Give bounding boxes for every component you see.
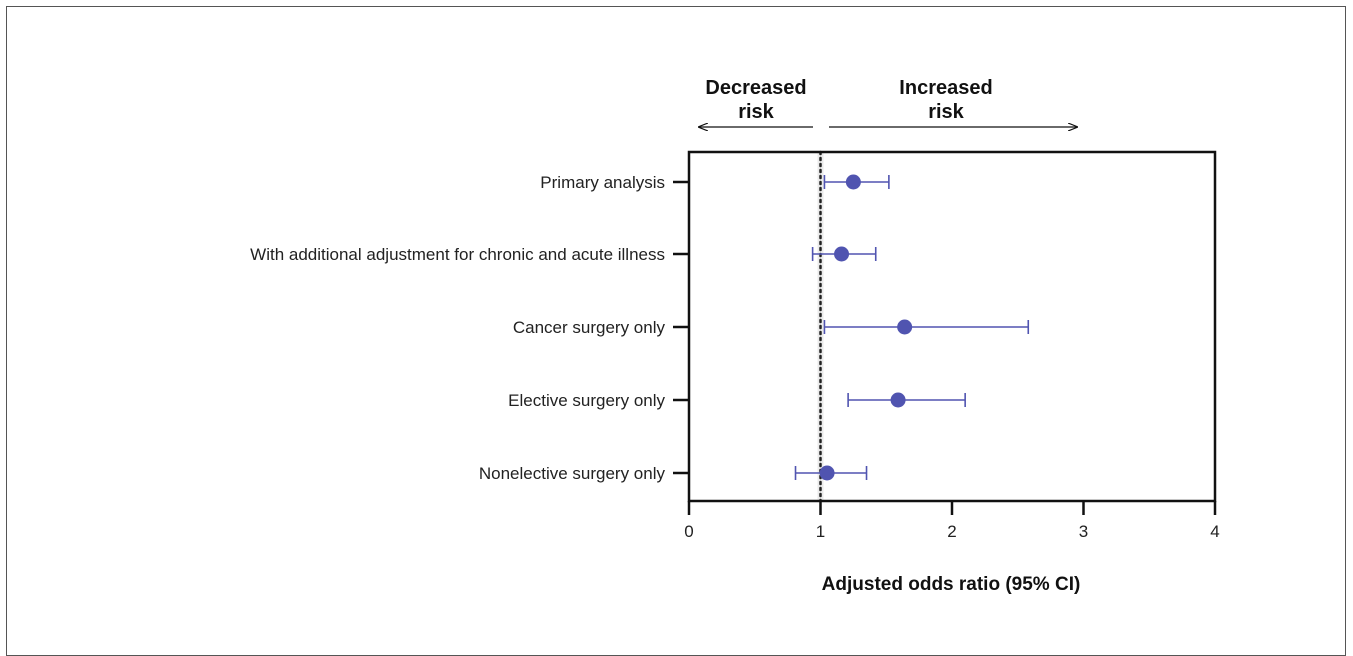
row-label: Nonelective surgery only: [479, 464, 666, 483]
decreased-risk-label-line1: Decreased: [705, 77, 806, 99]
decreased-risk-label-line2: risk: [738, 101, 774, 123]
x-axis-title: Adjusted odds ratio (95% CI): [822, 574, 1081, 595]
increased-risk-label-line1: Increased: [899, 77, 992, 99]
x-tick-label: 4: [1210, 522, 1219, 541]
row-label: Cancer surgery only: [513, 318, 666, 337]
estimate-point: [834, 246, 850, 262]
row-label: Primary analysis: [540, 173, 665, 192]
row-label: Elective surgery only: [508, 391, 665, 410]
row-label: With additional adjustment for chronic a…: [250, 245, 665, 264]
increased-risk-label-line2: risk: [928, 101, 964, 123]
estimate-point: [890, 392, 906, 408]
x-tick-label: 2: [947, 522, 956, 541]
x-tick-label: 3: [1079, 522, 1088, 541]
x-tick-label: 0: [684, 522, 693, 541]
estimate-point: [845, 174, 861, 190]
estimate-point: [819, 465, 835, 481]
x-tick-label: 1: [816, 522, 825, 541]
estimate-point: [897, 319, 913, 335]
